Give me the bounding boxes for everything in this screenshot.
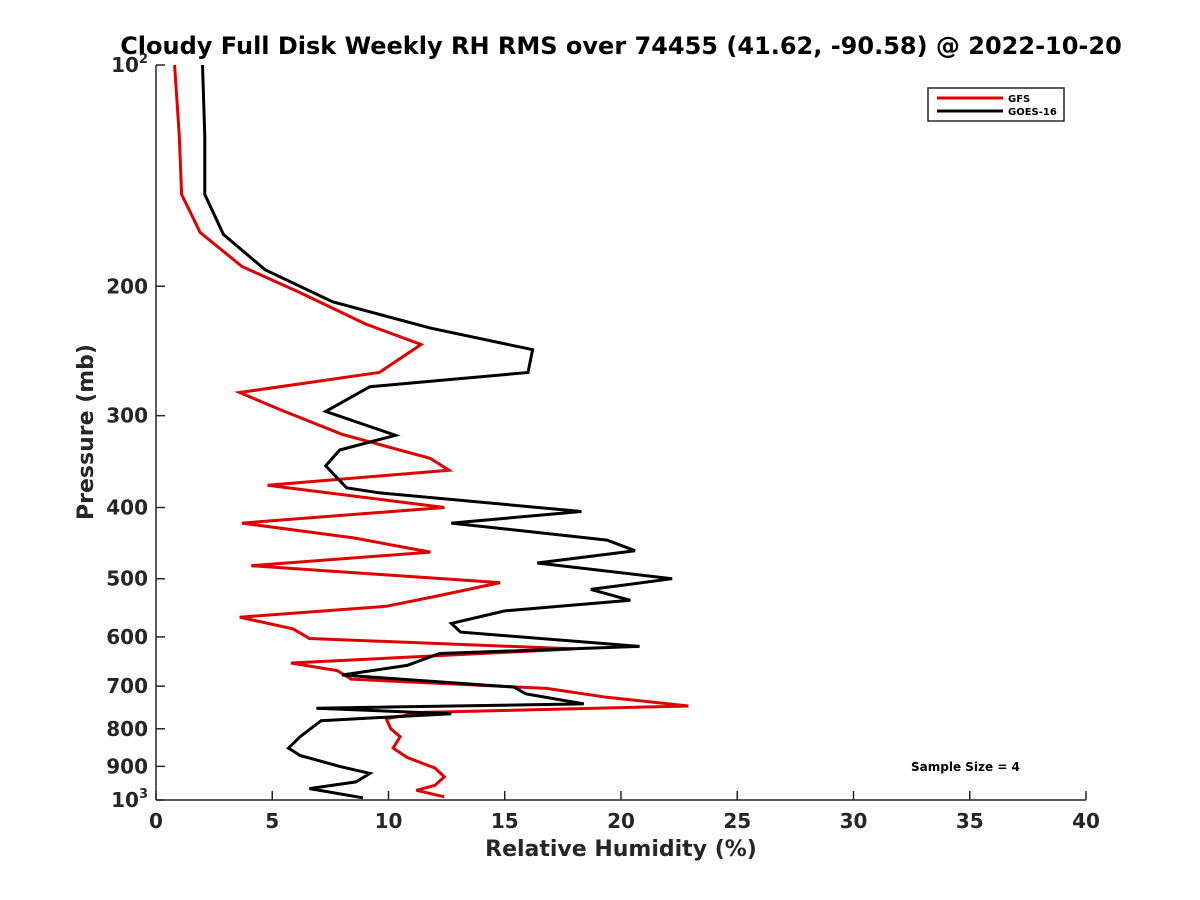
y-tick-label: 400 bbox=[106, 496, 148, 520]
legend: GFS GOES-16 bbox=[927, 87, 1065, 122]
y-tick-label: 300 bbox=[106, 404, 148, 428]
sample-size-annotation: Sample Size = 4 bbox=[911, 760, 1020, 774]
x-tick-label: 40 bbox=[1072, 809, 1100, 833]
legend-label: GOES-16 bbox=[1008, 107, 1057, 118]
y-tick-label: 500 bbox=[106, 567, 148, 591]
x-tick-label: 0 bbox=[149, 809, 163, 833]
legend-label: GFS bbox=[1008, 94, 1030, 105]
x-tick-label: 20 bbox=[607, 809, 635, 833]
y-tick-label: 600 bbox=[106, 625, 148, 649]
x-tick-label: 25 bbox=[723, 809, 751, 833]
chart-title: Cloudy Full Disk Weekly RH RMS over 7445… bbox=[120, 32, 1122, 60]
x-tick-label: 5 bbox=[265, 809, 279, 833]
x-axis-label: Relative Humidity (%) bbox=[485, 837, 757, 862]
series-layer bbox=[173, 64, 689, 800]
y-tick-label: 103 bbox=[111, 787, 148, 812]
y-axis-label: Pressure (mb) bbox=[74, 344, 99, 520]
x-tick-label: 30 bbox=[840, 809, 868, 833]
y-tick-label: 200 bbox=[106, 274, 148, 298]
y-tick-label: 800 bbox=[106, 717, 148, 741]
plot-area bbox=[155, 65, 1086, 801]
legend-box bbox=[927, 87, 1065, 122]
y-ticks: 102 200 300 400 500 600 700 800 900 103 bbox=[106, 52, 165, 812]
x-tick-label: 35 bbox=[956, 809, 984, 833]
y-tick-label: 900 bbox=[106, 754, 148, 778]
series-line-goes-16 bbox=[201, 64, 673, 800]
x-ticks: 0 5 10 15 20 25 30 35 40 bbox=[149, 791, 1100, 833]
y-tick-label: 700 bbox=[106, 674, 148, 698]
x-tick-label: 10 bbox=[375, 809, 403, 833]
y-tick-label: 102 bbox=[111, 52, 148, 77]
x-tick-label: 15 bbox=[491, 809, 519, 833]
series-line-gfs bbox=[173, 64, 689, 799]
